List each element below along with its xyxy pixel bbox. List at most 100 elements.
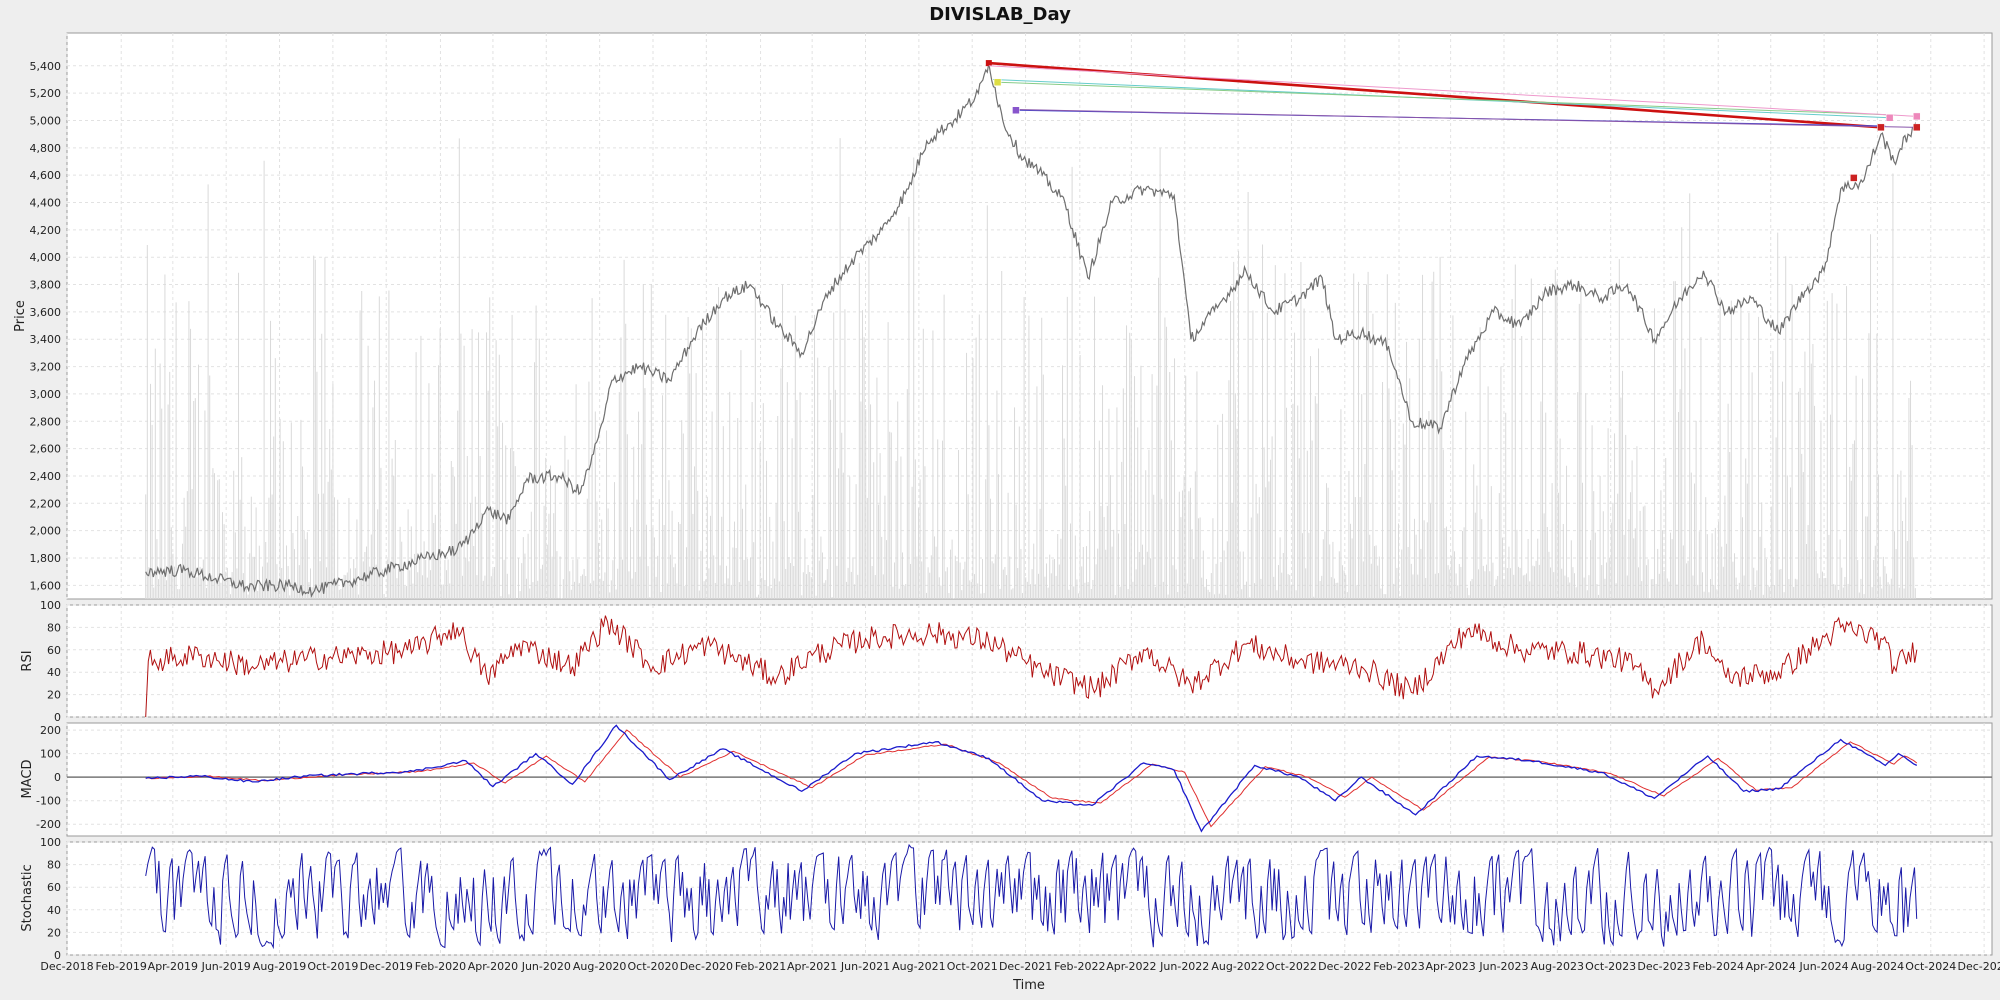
x-tick-label: Jun-2023: [1478, 960, 1528, 973]
price-y-tick-label: 4,200: [30, 224, 62, 237]
price-panel: [66, 32, 1993, 600]
price-y-tick-label: 2,600: [30, 443, 62, 456]
x-tick-label: Feb-2022: [1054, 960, 1105, 973]
price-y-tick-label: 4,600: [30, 169, 62, 182]
x-tick-label: Jun-2024: [1798, 960, 1848, 973]
x-tick-label: Jun-2020: [521, 960, 571, 973]
x-tick-label: Dec-2022: [1318, 960, 1371, 973]
rsi-line: [145, 615, 1918, 718]
x-axis-label: Time: [1012, 978, 1045, 993]
rsi-y-tick-label: 60: [47, 644, 61, 657]
trendline: [1015, 109, 1917, 128]
x-tick-label: Feb-2021: [735, 960, 786, 973]
x-tick-label: Dec-2020: [680, 960, 733, 973]
pattern-marker: [1913, 112, 1921, 121]
price-y-tick-label: 3,200: [30, 361, 62, 374]
rsi-y-tick-label: 0: [54, 711, 61, 724]
trendline: [997, 81, 1895, 116]
x-tick-label: Aug-2023: [1531, 960, 1584, 973]
x-tick-label: Dec-2024: [1958, 960, 2000, 973]
stoch-y-tick-label: 40: [47, 904, 61, 917]
trendline: [988, 65, 1917, 117]
macd-y-tick-label: 200: [40, 724, 61, 737]
price-y-tick-label: 2,000: [30, 525, 62, 538]
price-y-tick-label: 4,400: [30, 197, 62, 210]
x-tick-label: Aug-2022: [1211, 960, 1264, 973]
x-tick-label: Apr-2020: [468, 960, 518, 973]
series-lines: [67, 63, 1992, 950]
pattern-marker: [1885, 114, 1894, 122]
x-tick-label: Dec-2021: [999, 960, 1052, 973]
tick-labels: Dec-2018 Feb-2019 Apr-2019 Jun-2019 Aug-2019…: [30, 60, 2000, 973]
x-tick-label: Apr-2019: [148, 960, 198, 973]
price-y-tick-label: 3,400: [30, 333, 62, 346]
x-tick-label: Apr-2021: [787, 960, 837, 973]
price-y-tick-label: 1,800: [30, 552, 62, 565]
x-tick-label: Oct-2024: [1905, 960, 1956, 973]
x-tick-label: Apr-2024: [1746, 960, 1796, 973]
price-y-tick-label: 4,000: [30, 251, 62, 264]
stoch-y-tick-label: 100: [40, 836, 61, 849]
x-tick-label: Oct-2021: [947, 960, 998, 973]
stochastic-line: [145, 843, 1918, 950]
pattern-marker: [1012, 106, 1020, 114]
price-line: [145, 63, 1918, 598]
price-y-tick-label: 5,000: [30, 114, 62, 127]
x-tick-label: Feb-2024: [1693, 960, 1744, 973]
stoch-panel: [66, 841, 1993, 956]
rsi-y-tick-label: 100: [40, 599, 61, 612]
x-tick-label: Feb-2020: [415, 960, 466, 973]
x-tick-label: Aug-2024: [1851, 960, 1904, 973]
x-tick-label: Dec-2019: [360, 960, 413, 973]
x-tick-label: Oct-2020: [627, 960, 678, 973]
price-y-tick-label: 4,800: [30, 142, 62, 155]
price-y-tick-label: 5,400: [30, 60, 62, 73]
price-ylabel: Price: [13, 300, 28, 332]
price-y-tick-label: 5,200: [30, 87, 62, 100]
rsi-panel: [66, 604, 1993, 718]
pattern-marker: [1913, 123, 1921, 132]
x-tick-label: Jun-2021: [840, 960, 890, 973]
x-tick-label: Dec-2018: [40, 960, 93, 973]
stoch-y-tick-label: 0: [54, 949, 61, 962]
rsi-ylabel: RSI: [20, 650, 35, 671]
price-y-tick-label: 3,600: [30, 306, 62, 319]
trendline-anchor: [985, 60, 992, 67]
pattern-marker: [993, 78, 1002, 86]
rsi-y-tick-label: 40: [47, 666, 61, 679]
x-tick-label: Oct-2019: [307, 960, 358, 973]
x-tick-label: Aug-2020: [573, 960, 626, 973]
pattern-marker: [1877, 123, 1885, 132]
volume-bars: [145, 138, 1916, 599]
macd-ylabel: MACD: [20, 760, 35, 799]
x-tick-label: Dec-2023: [1637, 960, 1690, 973]
x-tick-label: Aug-2021: [892, 960, 945, 973]
x-tick-label: Jun-2022: [1159, 960, 1209, 973]
trendlines: [985, 60, 1921, 182]
macd-signal-line: [145, 729, 1918, 828]
stoch-ylabel: Stochastic: [20, 864, 35, 931]
price-y-tick-label: 2,800: [30, 415, 62, 428]
chart-title: DIVISLAB_Day: [929, 4, 1071, 25]
stoch-y-tick-label: 20: [47, 926, 61, 939]
stoch-y-tick-label: 80: [47, 859, 61, 872]
pattern-marker: [1850, 174, 1858, 182]
stoch-y-tick-label: 60: [47, 881, 61, 894]
x-tick-label: Apr-2022: [1106, 960, 1156, 973]
price-y-tick-label: 2,200: [30, 497, 62, 510]
x-tick-label: Aug-2019: [253, 960, 306, 973]
x-tick-label: Apr-2023: [1425, 960, 1475, 973]
macd-panel: [66, 722, 1993, 837]
price-y-tick-label: 1,600: [30, 579, 62, 592]
macd-line: [145, 724, 1918, 833]
x-tick-label: Oct-2023: [1585, 960, 1636, 973]
rsi-y-tick-label: 20: [47, 689, 61, 702]
macd-y-tick-label: -200: [36, 818, 61, 831]
macd-y-tick-label: -100: [36, 795, 61, 808]
macd-y-tick-label: 0: [54, 771, 61, 784]
x-tick-label: Jun-2019: [201, 960, 251, 973]
x-tick-label: Oct-2022: [1266, 960, 1317, 973]
x-tick-label: Feb-2019: [95, 960, 146, 973]
macd-y-tick-label: 100: [40, 748, 61, 761]
